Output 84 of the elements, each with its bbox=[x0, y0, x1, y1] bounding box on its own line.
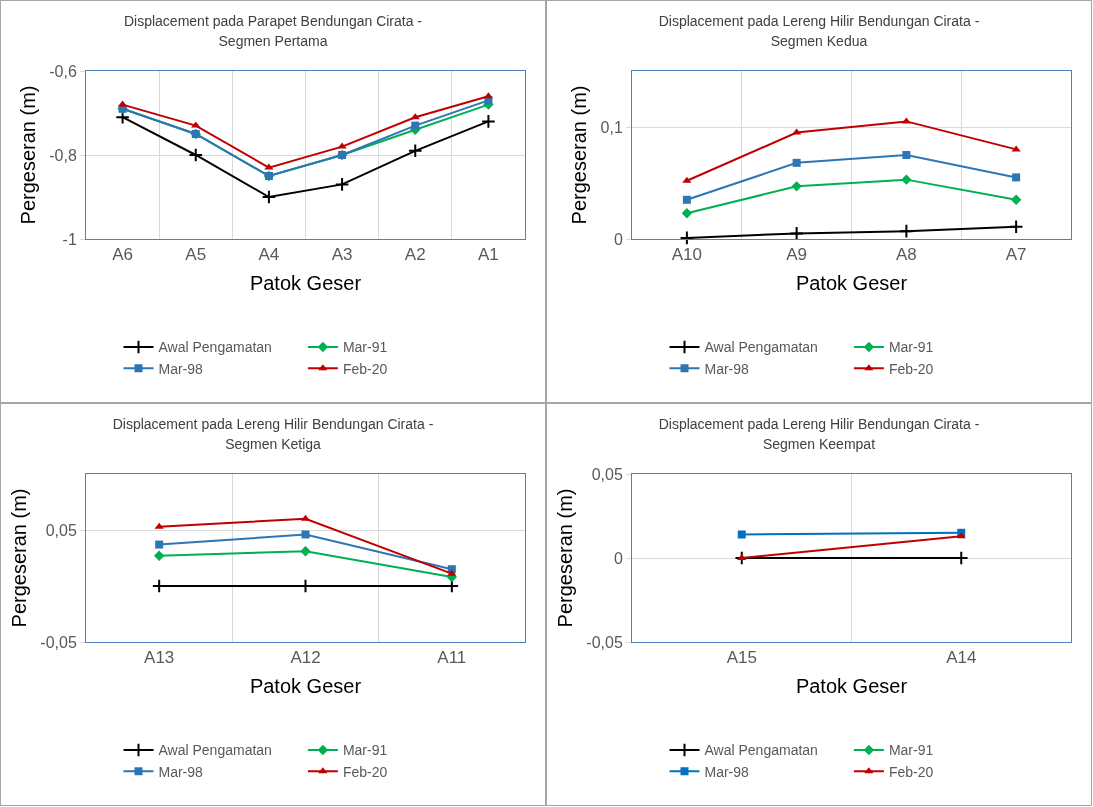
point bbox=[264, 163, 274, 170]
point bbox=[410, 113, 420, 120]
chart-title: Displacement pada Parapet Bendungan Cirata - Segmen Pertama bbox=[122, 12, 424, 51]
y-tick-label: -0,6 bbox=[49, 62, 77, 80]
point bbox=[792, 128, 802, 135]
legend-label: Mar-98 bbox=[704, 360, 750, 377]
y-axis-title: Pergeseran (m) bbox=[553, 488, 576, 628]
x-tick-label: A7 bbox=[1005, 245, 1027, 265]
y-tick-label: 0,05 bbox=[591, 465, 623, 483]
y-tick-label: 0,05 bbox=[45, 521, 77, 539]
y-tick-label: 0 bbox=[613, 230, 623, 248]
y-axis-title: Pergeseran (m) bbox=[16, 85, 39, 225]
x-tick-label: A14 bbox=[946, 648, 977, 668]
y-tick-label: 0 bbox=[613, 549, 623, 567]
y-tick-label: -0,05 bbox=[586, 633, 623, 651]
x-tick-label: A4 bbox=[258, 245, 280, 265]
point bbox=[1010, 194, 1022, 205]
x-tick-label: A2 bbox=[404, 245, 426, 265]
point bbox=[791, 181, 802, 192]
legend-label: Awal Pengamatan bbox=[158, 742, 272, 759]
legend-label: Mar-98 bbox=[158, 360, 204, 377]
x-tick-label: A9 bbox=[786, 245, 808, 265]
legend-label: Mar-91 bbox=[888, 339, 934, 356]
y-tick-label: -0,05 bbox=[40, 633, 77, 651]
point bbox=[682, 176, 692, 183]
point bbox=[1008, 219, 1024, 234]
x-tick-label: A3 bbox=[331, 245, 353, 265]
legend-label: Mar-98 bbox=[704, 763, 750, 780]
point bbox=[300, 546, 311, 557]
chart-title: Displacement pada Lereng Hilir Bendungan Cirata - Segmen Keempat bbox=[657, 415, 981, 454]
point bbox=[261, 189, 277, 205]
x-tick-label: A1 bbox=[478, 245, 499, 265]
point bbox=[789, 226, 804, 241]
x-tick-label: A8 bbox=[895, 245, 917, 265]
point bbox=[899, 223, 914, 239]
x-axis-title: Patok Geser bbox=[249, 674, 362, 697]
x-axis-title: Patok Geser bbox=[795, 271, 908, 294]
legend-label: Awal Pengamatan bbox=[704, 742, 818, 759]
chart-title: Displacement pada Lereng Hilir Bendungan Cirata - Segmen Ketiga bbox=[111, 415, 435, 454]
legend-label: Mar-91 bbox=[888, 742, 934, 759]
point bbox=[901, 174, 912, 185]
point bbox=[337, 142, 347, 149]
x-axis-title: Patok Geser bbox=[249, 271, 362, 294]
y-tick-label: 0,1 bbox=[600, 118, 623, 136]
y-tick-label: -1 bbox=[62, 230, 77, 248]
legend-label: Awal Pengamatan bbox=[158, 339, 272, 356]
x-axis-title: Patok Geser bbox=[795, 674, 908, 697]
x-tick-label: A13 bbox=[144, 648, 175, 668]
point bbox=[188, 147, 204, 163]
legend-label: Mar-91 bbox=[342, 339, 388, 356]
point bbox=[154, 522, 164, 529]
legend-label: Mar-91 bbox=[342, 742, 388, 759]
x-tick-label: A5 bbox=[185, 245, 207, 265]
legend-label: Awal Pengamatan bbox=[704, 339, 818, 356]
legend-label: Feb-20 bbox=[342, 360, 388, 377]
legend-label: Feb-20 bbox=[342, 763, 388, 780]
chart-title: Displacement pada Lereng Hilir Bendungan Cirata - Segmen Kedua bbox=[657, 12, 981, 51]
point bbox=[301, 530, 310, 539]
y-tick-label: -0,8 bbox=[49, 146, 77, 164]
y-axis-title: Pergeseran (m) bbox=[568, 85, 591, 225]
point bbox=[155, 540, 164, 549]
point bbox=[679, 230, 695, 246]
point bbox=[737, 530, 746, 539]
x-tick-label: A10 bbox=[671, 245, 703, 265]
legend-label: Feb-20 bbox=[888, 360, 934, 377]
legend-label: Mar-98 bbox=[158, 763, 204, 780]
point bbox=[407, 143, 423, 159]
point bbox=[681, 208, 693, 219]
x-tick-label: A11 bbox=[437, 648, 467, 668]
x-tick-label: A6 bbox=[112, 245, 133, 265]
point bbox=[153, 550, 165, 561]
point bbox=[682, 195, 691, 204]
point bbox=[902, 151, 911, 159]
y-axis-title: Pergeseran (m) bbox=[7, 488, 30, 628]
legend-label: Feb-20 bbox=[888, 763, 934, 780]
point bbox=[1012, 173, 1021, 182]
x-tick-label: A15 bbox=[726, 648, 757, 668]
point bbox=[447, 569, 457, 576]
point bbox=[792, 158, 801, 167]
x-tick-label: A12 bbox=[290, 648, 321, 668]
point bbox=[334, 177, 350, 192]
point bbox=[191, 121, 201, 128]
point bbox=[481, 114, 496, 129]
point bbox=[411, 121, 420, 130]
